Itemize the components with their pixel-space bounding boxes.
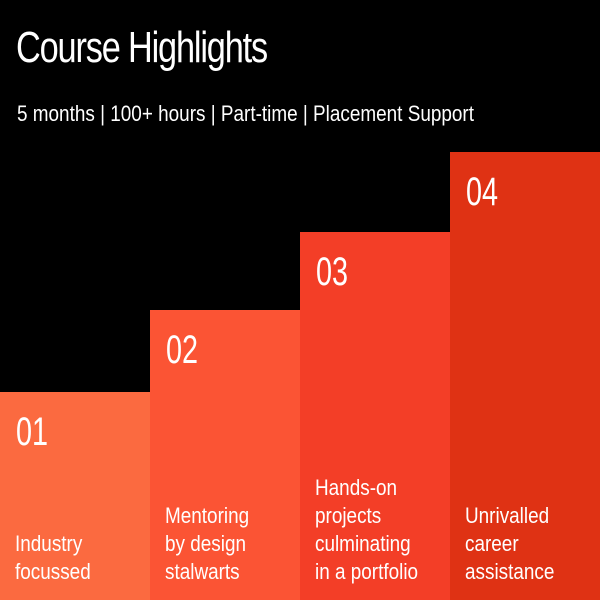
step-description: Hands-on projects culminating in a portf… (315, 475, 419, 584)
highlight-step-4: 04 Unrivalled career assistance (450, 152, 600, 600)
step-number: 04 (466, 170, 499, 214)
step-description: Unrivalled career assistance (465, 503, 555, 584)
highlight-step-1: 01 Industry focussed (0, 392, 150, 600)
step-description: Mentoring by design stalwarts (165, 503, 250, 584)
step-number: 03 (316, 250, 349, 294)
page-title: Course Highlights (16, 23, 268, 72)
step-description: Industry focussed (15, 531, 91, 584)
highlight-step-3: 03 Hands-on projects culminating in a po… (300, 232, 450, 600)
step-number: 02 (166, 328, 199, 372)
course-summary: 5 months | 100+ hours | Part-time | Plac… (17, 101, 474, 126)
highlight-step-2: 02 Mentoring by design stalwarts (150, 310, 300, 600)
step-number: 01 (16, 410, 49, 454)
